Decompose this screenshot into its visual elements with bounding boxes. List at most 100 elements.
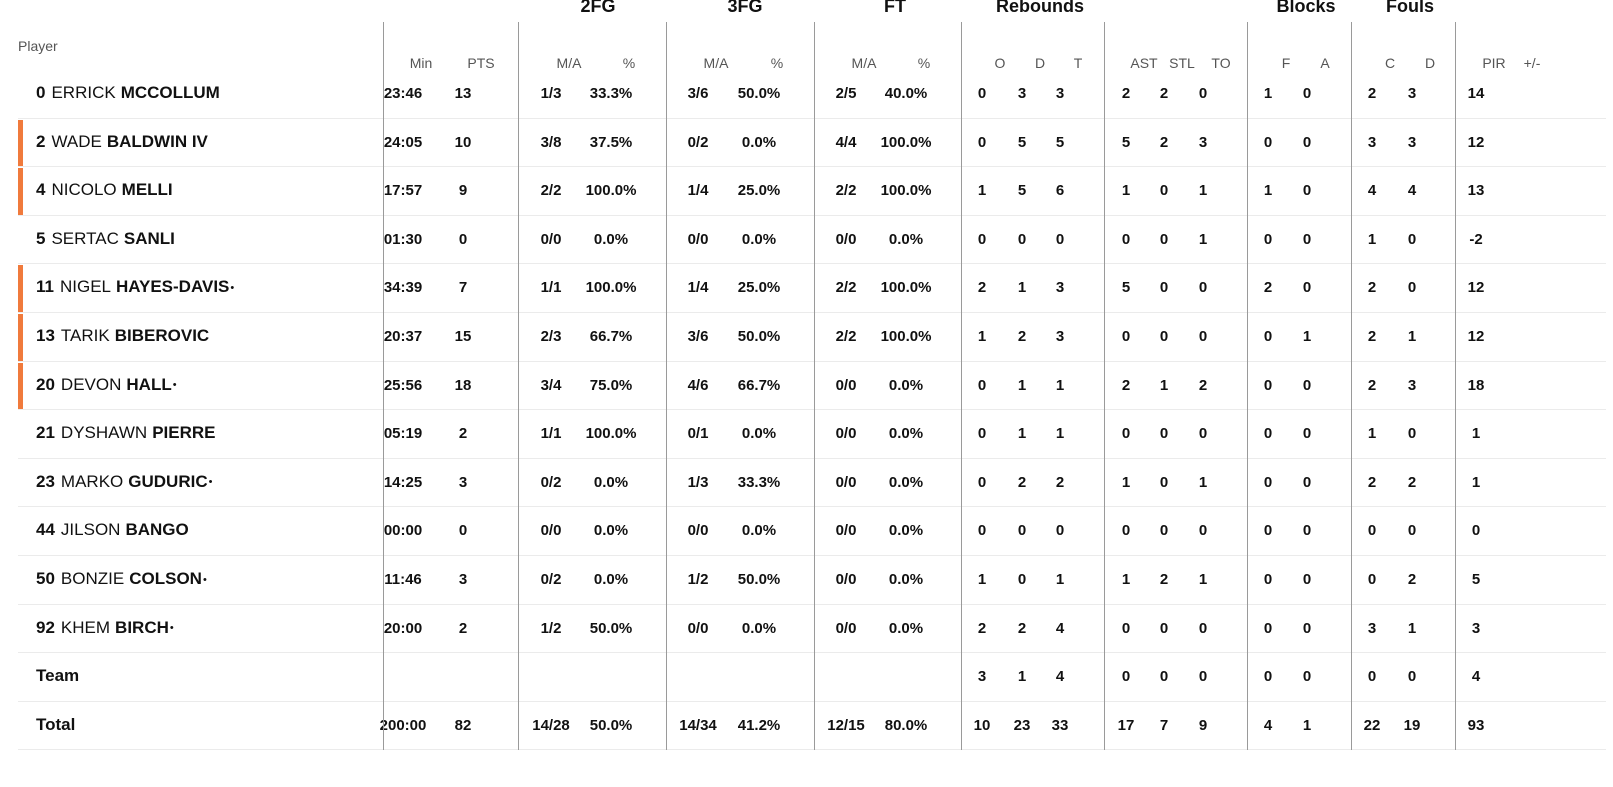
player-name[interactable]: 0 ERRICK MCCOLLUM (36, 83, 220, 103)
player-name[interactable]: 21 DYSHAWN PIERRE (36, 423, 215, 443)
player-row[interactable]: 50 BONZIE COLSON• 11:46 3 0/2 0.0% 1/2 50.0% 0/0 0… (0, 556, 1613, 604)
stat-min: 24:05 (383, 133, 423, 151)
player-name[interactable]: 2 WADE BALDWIN IV (36, 132, 208, 152)
stat-blk_f: 0 (1263, 473, 1273, 491)
stat-to: 0 (1198, 328, 1208, 345)
stat-ft_pct: 80.0% (884, 716, 928, 734)
stat-reb_d: 0 (1017, 571, 1027, 588)
stat-reb_d: 1 (1017, 668, 1027, 686)
stat-reb_d: 0 (1017, 230, 1027, 248)
stat-reb_d: 2 (1017, 473, 1027, 491)
stat-fg2_pct: 50.0% (589, 619, 633, 637)
player-row[interactable]: 23 MARKO GUDURIC• 14:25 3 0/2 0.0% 1/3 33.3% 0/0 0… (0, 459, 1613, 507)
stat-stl: 2 (1159, 571, 1169, 588)
player-number: 11 (36, 277, 54, 297)
stat-reb_o: 2 (977, 279, 987, 297)
stat-min: 25:56 (383, 376, 423, 394)
stat-foul_d: 0 (1407, 668, 1417, 686)
stat-stl: 0 (1159, 182, 1169, 200)
row-separator (18, 360, 1606, 362)
player-last-name: MELLI (121, 180, 173, 200)
column-divider (1455, 22, 1456, 750)
stat-ft_ma: 4/4 (835, 133, 857, 151)
column-divider (518, 22, 519, 750)
stat-ft_pct: 0.0% (888, 473, 924, 491)
stat-blk_f: 0 (1263, 619, 1273, 637)
stat-stl: 0 (1159, 230, 1169, 248)
player-name[interactable]: 13 TARIK BIBEROVIC (36, 326, 209, 346)
stat-blk_a: 0 (1302, 279, 1312, 297)
stat-ast: 0 (1121, 619, 1131, 637)
stat-pts: 82 (454, 716, 472, 734)
stat-fg2_ma: 0/2 (540, 473, 562, 491)
player-name[interactable]: 11 NIGEL HAYES-DAVIS• (36, 277, 234, 297)
stat-blk_a: 0 (1302, 522, 1312, 540)
stat-ft_ma: 2/2 (835, 328, 857, 345)
player-row[interactable]: 20 DEVON HALL• 25:56 18 3/4 75.0% 4/6 66.7% 0/0 0.… (0, 362, 1613, 410)
player-name[interactable]: 5 SERTAC SANLI (36, 229, 175, 249)
stat-fg3_ma: 3/6 (687, 85, 709, 102)
player-number: 4 (36, 180, 46, 200)
stat-reb_t: 2 (1055, 473, 1065, 491)
player-name[interactable]: 50 BONZIE COLSON• (36, 569, 207, 589)
player-row[interactable]: 0 ERRICK MCCOLLUM 23:46 13 1/3 33.3% 3/6 50.0% 2/… (0, 70, 1613, 118)
player-name[interactable]: 20 DEVON HALL• (36, 375, 177, 395)
column-header-min: Min (409, 55, 433, 71)
stat-ast: 5 (1121, 133, 1131, 151)
player-name[interactable]: 92 KHEM BIRCH• (36, 618, 174, 638)
player-name[interactable]: 23 MARKO GUDURIC• (36, 472, 212, 492)
player-row[interactable]: 4 NICOLO MELLI 17:57 9 2/2 100.0% 1/4 25.0% 2/2 10… (0, 167, 1613, 215)
stat-reb_t: 33 (1051, 716, 1069, 734)
stat-pts: 3 (458, 571, 468, 588)
player-row[interactable]: 44 JILSON BANGO 00:00 0 0/0 0.0% 0/0 0.0% 0/0 0.0%… (0, 507, 1613, 555)
column-header-blk_f: F (1281, 55, 1291, 71)
starter-indicator (18, 265, 23, 312)
stat-foul_d: 2 (1407, 571, 1417, 588)
player-row[interactable]: 92 KHEM BIRCH• 20:00 2 1/2 50.0% 0/0 0.0% 0/0 0.0%… (0, 605, 1613, 653)
stat-foul_c: 0 (1367, 571, 1377, 588)
stat-blk_f: 0 (1263, 133, 1273, 151)
column-header-foul_d: D (1424, 55, 1436, 71)
stat-stl: 2 (1159, 133, 1169, 151)
stat-stl: 0 (1159, 668, 1169, 686)
player-row[interactable]: 5 SERTAC SANLI 01:30 0 0/0 0.0% 0/0 0.0% 0/0 0.0% 0… (0, 216, 1613, 264)
starter-indicator (18, 168, 23, 215)
player-name[interactable]: 4 NICOLO MELLI (36, 180, 173, 200)
player-row[interactable]: 21 DYSHAWN PIERRE 05:19 2 1/1 100.0% 0/1 0.0% 0/0… (0, 410, 1613, 458)
row-separator (18, 214, 1606, 216)
stat-pir: 1 (1471, 473, 1481, 491)
player-name[interactable]: 44 JILSON BANGO (36, 520, 189, 540)
row-separator (18, 555, 1606, 556)
stat-reb_t: 1 (1055, 571, 1065, 588)
stat-fg2_pct: 0.0% (593, 571, 629, 588)
stat-blk_a: 0 (1302, 425, 1312, 443)
stat-pts: 15 (454, 328, 472, 345)
stat-pir: 12 (1467, 279, 1485, 297)
stat-pts: 13 (454, 85, 472, 102)
stat-to: 1 (1198, 473, 1208, 491)
column-header-reb_d: D (1034, 55, 1046, 71)
player-row[interactable]: 2 WADE BALDWIN IV 24:05 10 3/8 37.5% 0/2 0.0% 4/4… (0, 119, 1613, 167)
stat-ft_ma: 0/0 (835, 425, 857, 443)
player-row[interactable]: 11 NIGEL HAYES-DAVIS• 34:39 7 1/1 100.0% 1/4 25.… (0, 264, 1613, 312)
player-number: 23 (36, 471, 55, 491)
row-separator (18, 652, 1606, 654)
stat-fg3_pct: 0.0% (741, 230, 777, 248)
player-first-name: NICOLO (51, 180, 117, 200)
stat-reb_t: 6 (1055, 182, 1065, 200)
stat-reb_t: 3 (1055, 85, 1065, 102)
stat-blk_a: 0 (1302, 473, 1312, 491)
stat-ft_ma: 0/0 (835, 473, 857, 491)
stat-reb_d: 2 (1017, 619, 1027, 637)
stat-foul_d: 19 (1403, 716, 1421, 734)
stat-pir: 3 (1471, 619, 1481, 637)
stat-blk_f: 0 (1263, 571, 1273, 588)
stat-fg3_ma: 1/3 (687, 473, 709, 491)
player-last-name: BIRCH (115, 617, 169, 637)
stat-ft_ma: 0/0 (835, 619, 857, 637)
player-row[interactable]: 13 TARIK BIBEROVIC 20:37 15 2/3 66.7% 3/6 50.0% 2… (0, 313, 1613, 361)
row-separator (18, 700, 1606, 702)
stat-min: 01:30 (383, 230, 423, 248)
stat-ast: 2 (1121, 85, 1131, 102)
stat-ft_ma: 2/5 (835, 85, 857, 102)
